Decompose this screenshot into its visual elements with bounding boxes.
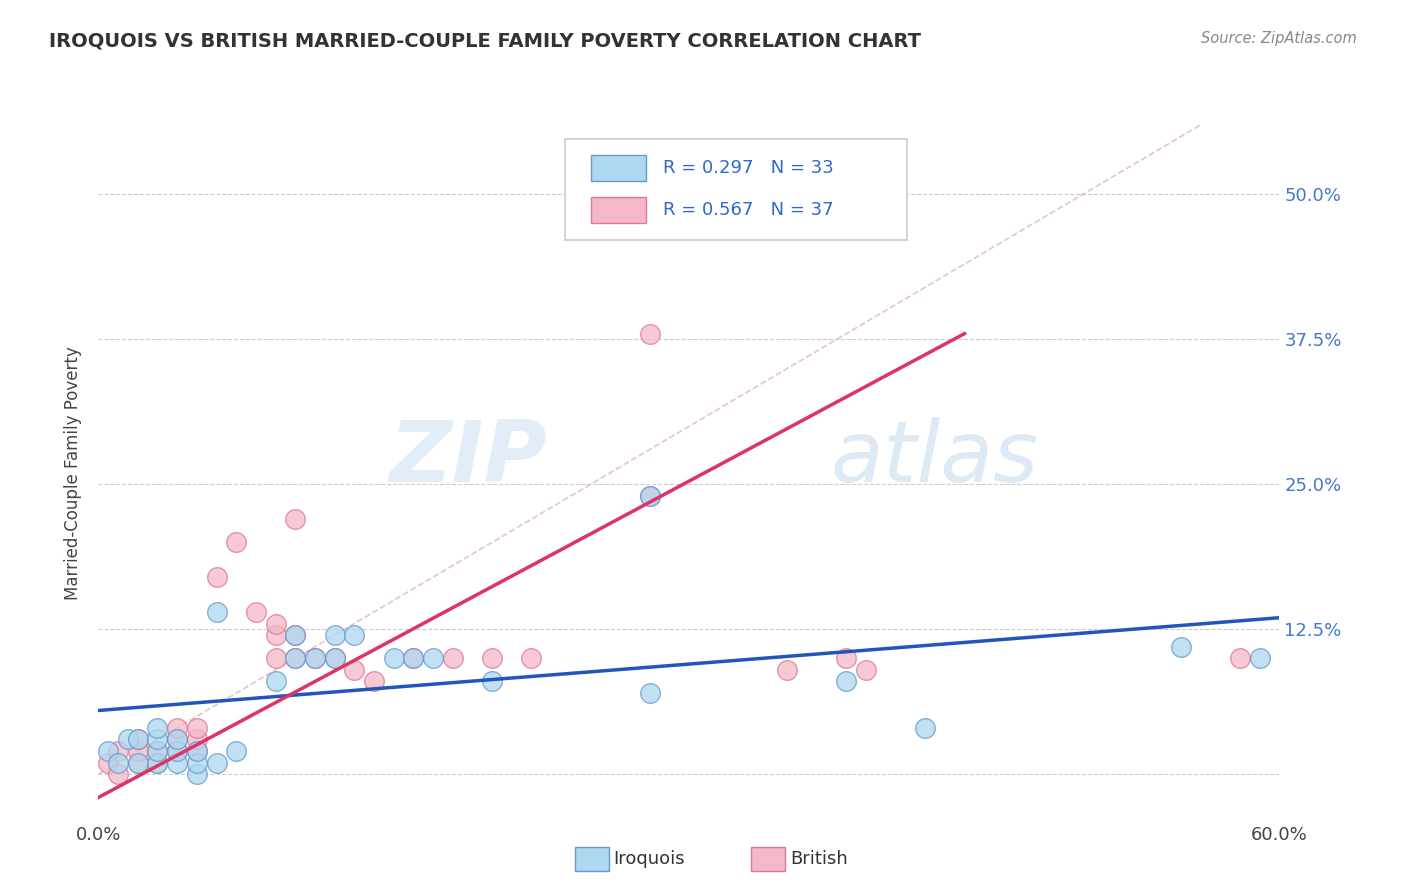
- Text: ZIP: ZIP: [389, 417, 547, 500]
- Point: [638, 686, 661, 700]
- FancyBboxPatch shape: [565, 139, 907, 240]
- Point: [382, 651, 405, 665]
- Point: [127, 756, 149, 770]
- Point: [264, 674, 287, 689]
- Point: [363, 674, 385, 689]
- Point: [776, 663, 799, 677]
- Point: [127, 756, 149, 770]
- Point: [245, 605, 267, 619]
- Point: [117, 732, 139, 747]
- Point: [127, 732, 149, 747]
- Point: [284, 651, 307, 665]
- Text: R = 0.297   N = 33: R = 0.297 N = 33: [664, 159, 834, 177]
- Point: [205, 570, 228, 584]
- Point: [186, 744, 208, 758]
- Point: [264, 651, 287, 665]
- Point: [638, 489, 661, 503]
- Point: [205, 756, 228, 770]
- Point: [481, 674, 503, 689]
- Point: [835, 651, 858, 665]
- Point: [520, 651, 543, 665]
- Point: [166, 744, 188, 758]
- Point: [402, 651, 425, 665]
- Point: [146, 721, 169, 735]
- Point: [323, 651, 346, 665]
- Point: [107, 744, 129, 758]
- Point: [166, 732, 188, 747]
- Point: [304, 651, 326, 665]
- Point: [186, 756, 208, 770]
- Point: [97, 744, 120, 758]
- Point: [205, 605, 228, 619]
- Point: [323, 651, 346, 665]
- Text: R = 0.567   N = 37: R = 0.567 N = 37: [664, 201, 834, 219]
- Point: [481, 651, 503, 665]
- Text: Iroquois: Iroquois: [613, 850, 685, 868]
- FancyBboxPatch shape: [591, 155, 647, 180]
- Point: [97, 756, 120, 770]
- Point: [284, 512, 307, 526]
- Text: IROQUOIS VS BRITISH MARRIED-COUPLE FAMILY POVERTY CORRELATION CHART: IROQUOIS VS BRITISH MARRIED-COUPLE FAMIL…: [49, 31, 921, 50]
- Point: [1170, 640, 1192, 654]
- Text: atlas: atlas: [831, 417, 1039, 500]
- Point: [264, 628, 287, 642]
- Point: [146, 732, 169, 747]
- Point: [1229, 651, 1251, 665]
- Point: [107, 767, 129, 781]
- Point: [284, 628, 307, 642]
- Point: [638, 326, 661, 341]
- Point: [146, 756, 169, 770]
- Point: [638, 489, 661, 503]
- Point: [304, 651, 326, 665]
- Y-axis label: Married-Couple Family Poverty: Married-Couple Family Poverty: [65, 346, 83, 599]
- Point: [422, 651, 444, 665]
- Point: [186, 767, 208, 781]
- Point: [914, 721, 936, 735]
- FancyBboxPatch shape: [591, 197, 647, 223]
- Text: Source: ZipAtlas.com: Source: ZipAtlas.com: [1201, 31, 1357, 46]
- Point: [166, 744, 188, 758]
- Point: [225, 744, 247, 758]
- Point: [284, 651, 307, 665]
- Point: [284, 628, 307, 642]
- Point: [402, 651, 425, 665]
- Point: [186, 721, 208, 735]
- Point: [166, 721, 188, 735]
- Text: British: British: [790, 850, 848, 868]
- Point: [186, 744, 208, 758]
- Point: [323, 628, 346, 642]
- Point: [835, 674, 858, 689]
- Point: [855, 663, 877, 677]
- Point: [127, 732, 149, 747]
- Point: [441, 651, 464, 665]
- Point: [166, 756, 188, 770]
- Point: [146, 744, 169, 758]
- Point: [146, 744, 169, 758]
- Point: [127, 744, 149, 758]
- Point: [225, 535, 247, 549]
- Point: [107, 756, 129, 770]
- Point: [264, 616, 287, 631]
- Point: [1249, 651, 1271, 665]
- Point: [166, 732, 188, 747]
- Point: [343, 663, 366, 677]
- Point: [343, 628, 366, 642]
- Point: [186, 732, 208, 747]
- Point: [146, 756, 169, 770]
